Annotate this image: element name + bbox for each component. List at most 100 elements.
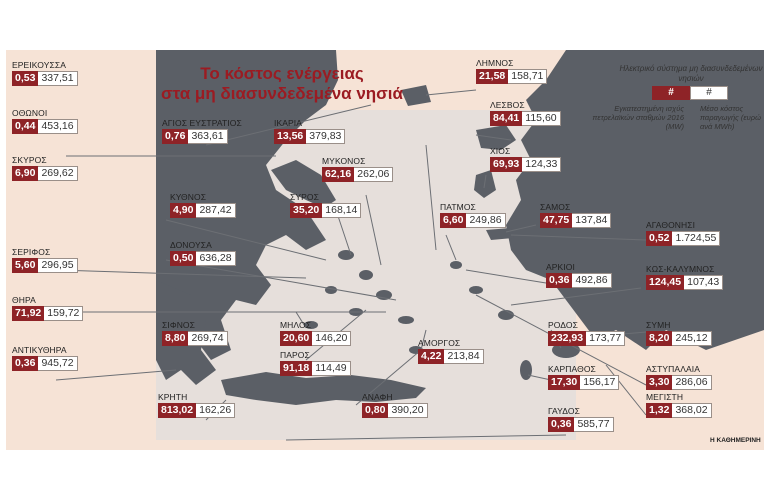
island-name: ΟΘΩΝΟΙ [12,108,48,118]
island-cost: 124,33 [522,157,562,172]
island-power: 0,53 [12,71,39,86]
island-name: ΣΥΜΗ [646,320,671,330]
island-cost: 137,84 [572,213,612,228]
legend-power-swatch: # [652,86,690,100]
island-name: ΣΙΦΝΟΣ [162,320,196,330]
legend-cost-swatch: # [690,86,728,100]
leader-ag-efstratios [205,104,372,146]
island-cost: 296,95 [38,258,78,273]
island-cost: 262,06 [354,167,394,182]
island-power: 0,44 [12,119,39,134]
leader-kos [510,287,642,306]
island-cost: 636,28 [196,251,236,266]
island-power: 6,90 [12,166,39,181]
leader-lines [55,89,647,441]
island-cost: 453,16 [38,119,78,134]
karpathos-island [520,360,532,380]
island-name: ΚΩΣ-ΚΑΛΥΜΝΟΣ [646,264,715,274]
island-power: 0,76 [162,129,189,144]
leader-donousa [165,259,397,301]
island-cost: 156,17 [580,375,620,390]
leader-chios [483,174,487,189]
island-power: 1,32 [646,403,673,418]
legend-cost-label: Μέσο κόστος παραγωγής (ευρώ ανά MWh) [700,104,761,131]
leader-lesvos [475,134,512,141]
island-power: 6,60 [440,213,467,228]
island-cost: 287,42 [196,203,236,218]
island-power: 8,80 [162,331,189,346]
island-cost: 269,62 [38,166,78,181]
island-name: ΣΚΥΡΟΣ [12,155,47,165]
mainland-greece [156,50,338,360]
island-name: ΣΕΡΙΦΟΣ [12,247,51,257]
island-power: 71,92 [12,306,45,321]
leader-kythnos [165,219,327,261]
island-power: 13,56 [274,129,307,144]
crete-island [221,372,426,405]
island-name: ΣΥΡΟΣ [290,192,319,202]
island-cost: 115,60 [522,111,561,126]
leader-anafi [355,349,422,406]
island-power: 5,60 [12,258,39,273]
island-power: 69,93 [490,157,523,172]
island-power: 4,90 [170,203,197,218]
island-name: ΘΗΡΑ [12,295,36,305]
island-name: ΜΗΛΟΣ [280,320,312,330]
island-name: ΑΓΑΘΟΝΗΣΙ [646,220,696,230]
island-power: 84,41 [490,111,523,126]
island-power: 0,36 [546,273,573,288]
island-cost: 585,77 [574,417,614,432]
island-cost: 492,86 [572,273,612,288]
cyclades-1 [338,250,354,260]
island-name: ΑΜΟΡΓΟΣ [418,338,461,348]
island-power: 47,75 [540,213,573,228]
island-cost: 1.724,55 [672,231,721,246]
leader-gavdos [285,434,567,441]
island-name: ΛΗΜΝΟΣ [476,58,514,68]
island-cost: 107,43 [684,275,724,290]
island-power: 21,58 [476,69,509,84]
island-name: ΙΚΑΡΙΑ [274,118,303,128]
island-cost: 213,84 [444,349,484,364]
island-power: 8,20 [646,331,673,346]
island-name: ΧΙΟΣ [490,146,511,156]
island-power: 0,52 [646,231,673,246]
cyclades-6 [325,286,337,294]
legend-power-label: Εγκατεστημένη ισχύς πετρελαϊκών σταθμών … [592,104,684,131]
dodecanese-2 [469,286,483,294]
island-name: ΓΑΥΔΟΣ [548,406,580,416]
map-panel: Το κόστος ενέργειας στα μη διασυνδεδεμέν… [6,50,764,450]
cyclades-2 [359,270,373,280]
island-cost: 114,49 [312,361,351,376]
leader-milos [295,311,307,329]
island-cost: 945,72 [38,356,78,371]
limnos-island [401,85,431,106]
island-cost: 245,12 [672,331,712,346]
dodecanese-1 [450,261,462,269]
island-power: 17,30 [548,375,581,390]
island-name: ΑΝΤΙΚΥΘΗΡΑ [12,345,67,355]
samos-island [486,228,514,240]
leader-limnos [425,89,477,96]
island-name: ΛΕΣΒΟΣ [490,100,525,110]
island-power: 232,93 [548,331,587,346]
island-power: 35,20 [290,203,323,218]
island-power: 20,60 [280,331,313,346]
island-power: 0,36 [12,356,39,371]
island-power: 0,36 [548,417,575,432]
island-name: ΚΥΘΝΟΣ [170,192,207,202]
leader-amorgos [420,329,427,351]
leader-patmos [445,234,457,261]
island-cost: 269,74 [188,331,228,346]
island-power: 813,02 [158,403,197,418]
island-cost: 286,06 [672,375,712,390]
leader-megisti [605,364,647,416]
island-name: ΑΡΚΙΟΙ [546,262,575,272]
island-cost: 337,51 [38,71,78,86]
island-cost: 390,20 [388,403,428,418]
island-power: 0,80 [362,403,389,418]
island-cost: 173,77 [586,331,626,346]
leader-agathonisi [510,234,647,241]
leader-antikythera [55,369,177,381]
island-name: ΔΟΝΟΥΣΑ [170,240,212,250]
